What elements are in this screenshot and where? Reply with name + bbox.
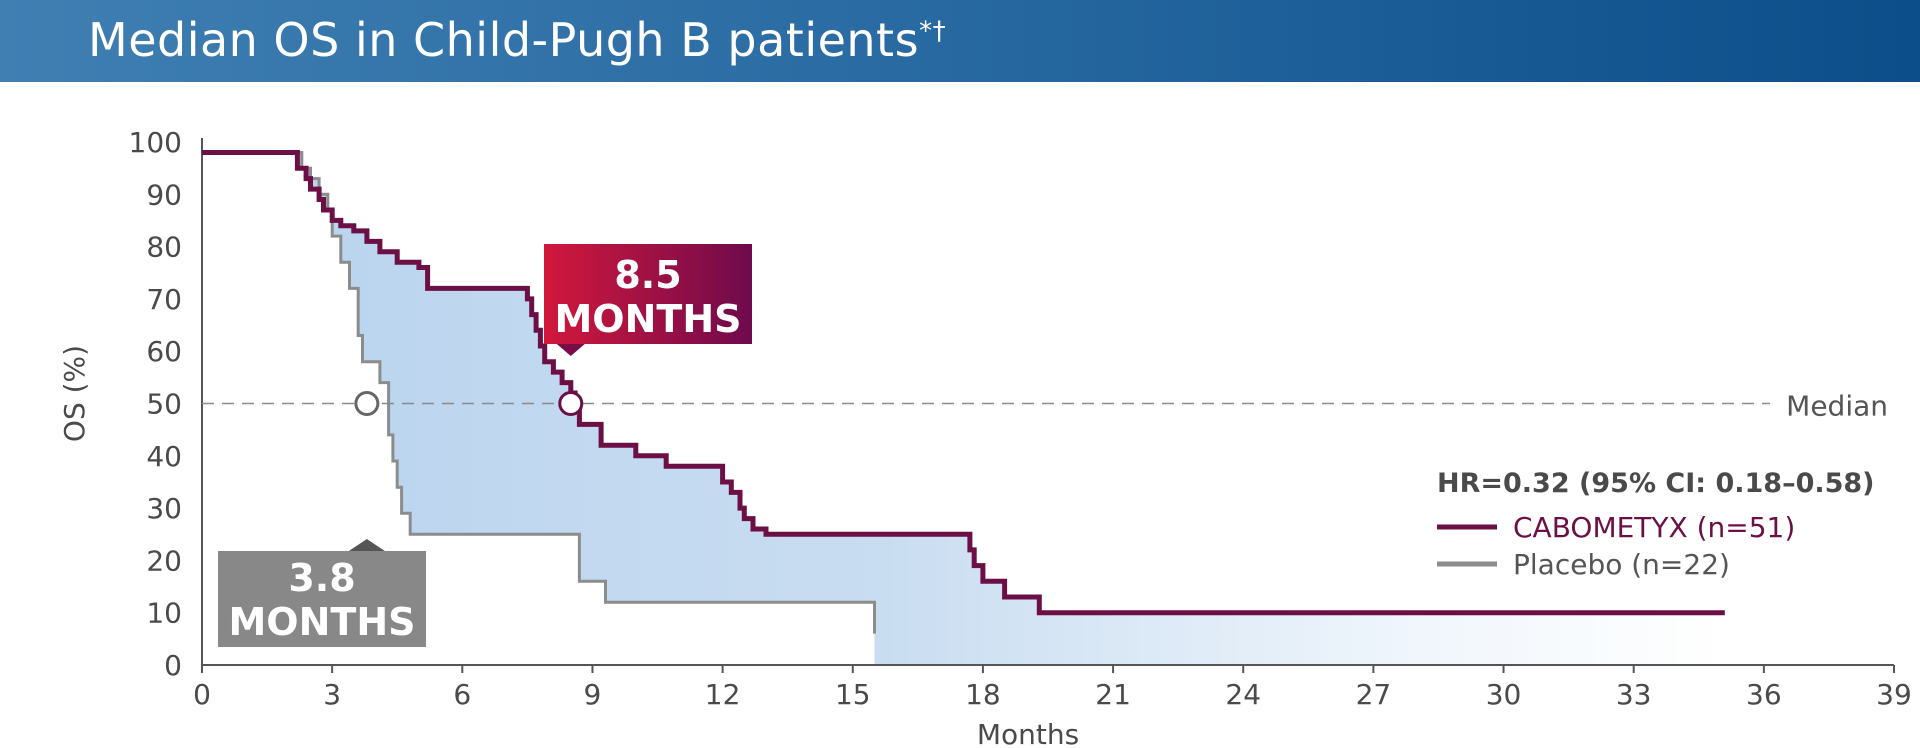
x-tick-label: 30 [1486, 678, 1522, 711]
x-tick-label: 6 [453, 678, 471, 711]
x-tick-label: 36 [1746, 678, 1782, 711]
survival-difference-area [202, 152, 1725, 665]
x-tick-label: 21 [1095, 678, 1131, 711]
legend: CABOMETYX (n=51) Placebo (n=22) [1437, 511, 1795, 581]
cabometyx-median-callout: 8.5 MONTHS [544, 244, 752, 356]
y-tick-label: 0 [164, 649, 182, 682]
placebo-median-callout: 3.8 MONTHS [218, 539, 426, 647]
y-tick-label: 10 [146, 597, 182, 630]
x-tick-label: 27 [1356, 678, 1392, 711]
y-axis-title: OS (%) [58, 345, 91, 442]
x-tick-label: 33 [1616, 678, 1652, 711]
cabometyx-median-value: 8.5 [614, 253, 681, 297]
title-text: Median OS in Child-Pugh B patients [88, 13, 920, 67]
placebo-callout-tail [348, 539, 385, 551]
placebo-survival-curve [202, 151, 876, 634]
placebo-median-marker [354, 391, 380, 416]
cabometyx-survival-curve [202, 150, 1725, 616]
title-footnote-marks: *† [919, 16, 947, 47]
y-tick-label: 30 [146, 492, 182, 525]
y-tick-label: 80 [146, 231, 182, 264]
legend-label-cabometyx: CABOMETYX (n=51) [1513, 511, 1795, 544]
y-tick-label: 40 [146, 440, 182, 473]
title-banner: Median OS in Child-Pugh B patients*† [0, 0, 1920, 82]
legend-label-placebo: Placebo (n=22) [1513, 548, 1730, 581]
y-tick-label: 20 [146, 544, 182, 577]
page-title: Median OS in Child-Pugh B patients*† [88, 10, 946, 70]
y-axis-ticks: 0 10 20 30 40 50 60 70 80 90 100 [129, 126, 182, 682]
x-tick-label: 3 [323, 678, 341, 711]
placebo-median-value: 3.8 [288, 556, 355, 600]
x-tick-label: 24 [1225, 678, 1261, 711]
y-tick-label: 100 [129, 126, 182, 159]
x-axis-title: Months [977, 718, 1079, 748]
x-tick-label: 18 [965, 678, 1001, 711]
x-tick-label: 9 [584, 678, 602, 711]
cabometyx-callout-tail [556, 344, 585, 356]
median-label: Median [1786, 390, 1888, 423]
x-tick-label: 0 [193, 678, 211, 711]
x-tick-label: 12 [705, 678, 741, 711]
cabometyx-median-marker [558, 391, 584, 416]
x-tick-label: 39 [1876, 678, 1912, 711]
placebo-callout-box [218, 551, 426, 647]
y-tick-label: 90 [146, 178, 182, 211]
y-tick-label: 60 [146, 335, 182, 368]
x-tick-label: 15 [835, 678, 871, 711]
cabometyx-callout-box [544, 244, 752, 344]
placebo-median-unit: MONTHS [228, 600, 415, 644]
hazard-ratio-text: HR=0.32 (95% CI: 0.18–0.58) [1437, 468, 1875, 499]
y-tick-label: 70 [146, 283, 182, 316]
y-tick-label: 50 [146, 388, 182, 421]
x-axis-ticks: 0 3 6 9 12 15 18 21 24 27 30 33 36 39 [193, 665, 1912, 711]
cabometyx-median-unit: MONTHS [554, 297, 741, 341]
